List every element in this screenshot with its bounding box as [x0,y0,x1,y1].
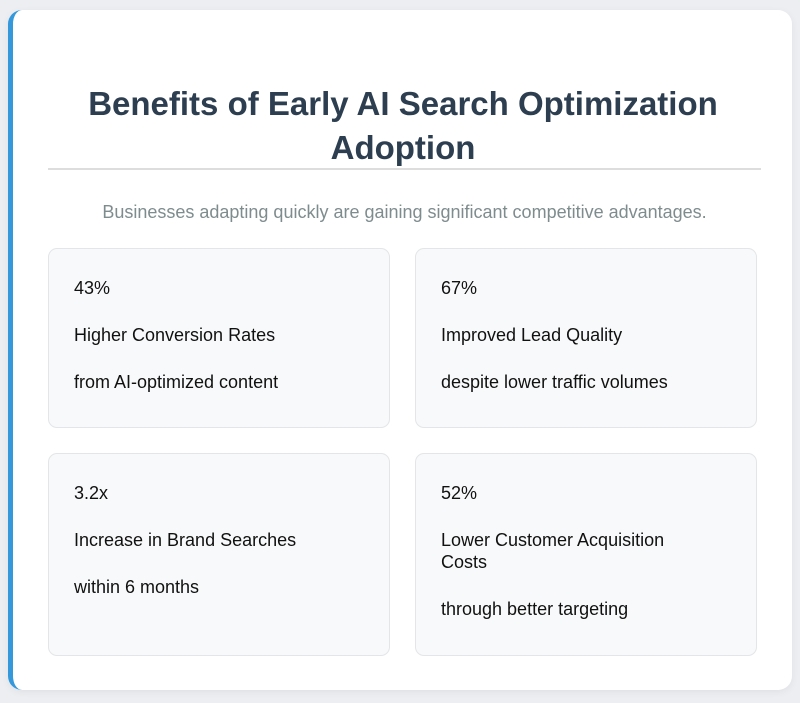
stat-label: Higher Conversion Rates [74,325,276,345]
stat-detail: through better targeting [441,599,629,619]
stat-value: 52% [441,483,478,503]
page-title: Benefits of Early AI Search Optimization… [88,85,718,166]
stat-detail: despite lower traffic volumes [441,372,668,392]
stat-card: 3.2x Increase in Brand Searches within 6… [48,453,390,656]
divider [48,168,761,170]
stat-value: 43% [74,278,111,298]
stat-label: Increase in Brand Searches [74,530,297,550]
stat-card: 67% Improved Lead Quality despite lower … [415,248,757,428]
stat-value: 3.2x [74,483,109,503]
stat-card: 43% Higher Conversion Rates from AI-opti… [48,248,390,428]
subtitle: Businesses adapting quickly are gaining … [102,202,707,222]
stat-detail: from AI-optimized content [74,372,279,392]
stat-card: 52% Lower Customer Acquisition Costs thr… [415,453,757,656]
stat-label: Improved Lead Quality [441,325,623,345]
stat-detail: within 6 months [74,577,200,597]
stat-label: Lower Customer Acquisition Costs [441,530,665,572]
stat-value: 67% [441,278,478,298]
